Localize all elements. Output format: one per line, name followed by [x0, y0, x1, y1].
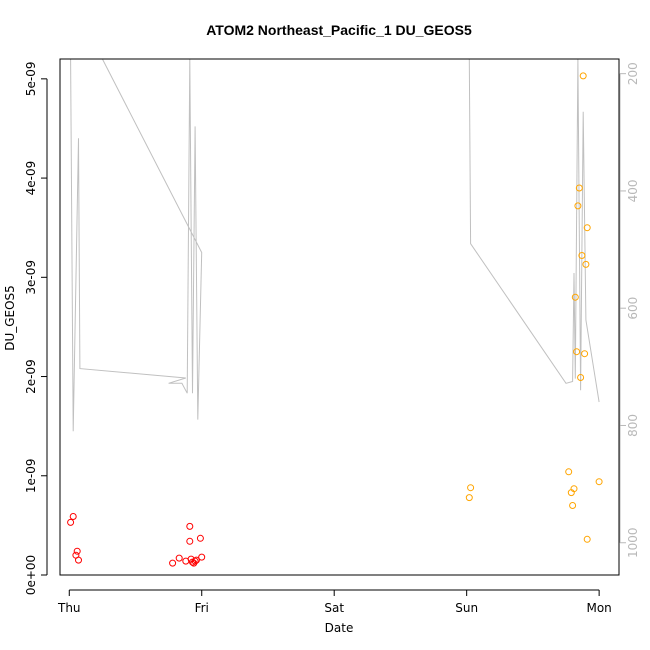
data-point-red-13 [191, 557, 199, 565]
x-tick-label-Sat: Sat [324, 601, 344, 615]
y2-tick-label-1000: 1000 [626, 527, 640, 558]
data-point-orange-0 [465, 494, 473, 502]
data-point-orange-12 [579, 72, 587, 80]
x-axis-label: Date [325, 621, 354, 635]
y-axis-label: DU_GEOS5 [3, 285, 17, 351]
y2-tick-label-200: 200 [626, 62, 640, 85]
plot-frame [59, 58, 620, 576]
y2-tick-label-600: 600 [626, 297, 640, 320]
y-tick-label-4: 4e-09 [24, 161, 38, 196]
y2-tick-label-400: 400 [626, 179, 640, 202]
pressure-line [70, 58, 600, 432]
data-point-orange-16 [583, 535, 591, 543]
axes-layer: Thu Fri Sat Sun Mon 0e+00 1e-09 2e-09 3e-09 4e-09… [24, 58, 640, 615]
data-point-orange-13 [581, 350, 589, 358]
data-point-red-9 [186, 537, 194, 545]
data-point-orange-6 [571, 293, 579, 301]
data-point-orange-4 [569, 502, 577, 509]
data-point-orange-15 [583, 224, 591, 232]
data-point-orange-7 [573, 348, 581, 356]
y-tick-label-5: 5e-09 [24, 62, 38, 97]
data-point-orange-8 [574, 202, 582, 210]
y-tick-label-1: 1e-09 [24, 458, 38, 493]
y-tick-label-2: 2e-09 [24, 359, 38, 394]
data-point-red-14 [192, 556, 200, 564]
chart-title: ATOM2 Northeast_Pacific_1 DU_GEOS5 [206, 22, 472, 38]
data-point-red-8 [186, 522, 194, 530]
data-point-red-4 [75, 556, 82, 564]
y-tick-label-3: 3e-09 [24, 260, 38, 295]
x-tick-label-Fri: Fri [195, 601, 209, 615]
data-point-red-3 [73, 547, 81, 555]
data-point-orange-10 [577, 374, 585, 381]
x-tick-label-Mon: Mon [586, 601, 611, 615]
points-layer [67, 72, 603, 567]
x-tick-label-Thu: Thu [57, 601, 81, 615]
y2-tick-label-800: 800 [626, 414, 640, 437]
y-tick-label-0: 0e+00 [24, 555, 38, 595]
data-point-orange-5 [570, 485, 578, 493]
data-point-red-16 [198, 553, 206, 561]
data-point-orange-9 [575, 184, 583, 192]
data-point-red-6 [175, 554, 183, 562]
pressure-line-layer [70, 58, 600, 432]
data-point-orange-2 [565, 468, 573, 476]
data-point-red-0 [67, 518, 75, 526]
data-point-red-1 [69, 513, 77, 520]
data-point-orange-17 [595, 478, 603, 486]
data-point-red-5 [169, 559, 177, 567]
x-tick-label-Sun: Sun [455, 601, 478, 615]
data-point-orange-11 [578, 252, 586, 259]
data-point-orange-1 [467, 484, 475, 492]
data-point-orange-14 [582, 260, 590, 268]
data-point-red-15 [196, 534, 204, 542]
